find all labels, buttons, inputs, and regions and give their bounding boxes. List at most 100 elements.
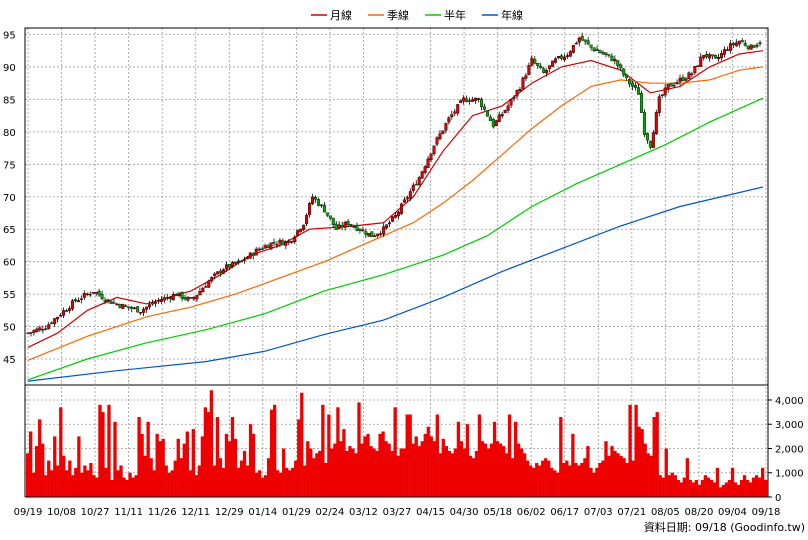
volume-bar	[71, 475, 75, 497]
candle-body	[112, 302, 116, 304]
candle-body	[592, 47, 596, 51]
x-tick-label: 01/14	[248, 507, 277, 518]
candle-body	[260, 248, 264, 251]
candle-body	[722, 49, 726, 55]
candle-body	[76, 300, 80, 303]
x-tick-label: 07/03	[584, 507, 613, 518]
candle-body	[441, 130, 445, 134]
volume-bar	[604, 441, 608, 497]
candle-body	[491, 119, 495, 128]
volume-bar	[194, 475, 198, 497]
candle-body	[554, 58, 558, 63]
candle-body	[287, 241, 291, 243]
candle-body	[361, 229, 365, 232]
candle-body	[257, 248, 261, 251]
price-tick-label: 55	[3, 290, 16, 301]
volume-bar	[182, 443, 186, 497]
volume-bar	[387, 443, 391, 497]
candle-body	[666, 84, 670, 90]
candle-body	[281, 240, 285, 246]
candle-body	[542, 68, 546, 73]
volume-bar	[173, 460, 177, 497]
candle-body	[88, 293, 92, 296]
x-axis-ticks: 09/19 10/08 10/27 11/11 11/26 12/11 12/29 01/14…	[14, 507, 781, 518]
volume-bar	[730, 467, 735, 497]
volume-bar	[538, 465, 542, 497]
volume-bar	[348, 446, 352, 497]
volume-bar	[143, 455, 147, 497]
volume-bar	[751, 477, 756, 497]
candle-body	[518, 88, 522, 91]
volume-bar	[592, 472, 596, 497]
candle-body	[580, 36, 584, 41]
candle-body	[201, 287, 205, 293]
candle-body	[121, 304, 125, 309]
volume-bar	[405, 414, 409, 497]
candle-body	[376, 233, 380, 236]
price-grid	[25, 28, 768, 385]
volume-bar	[610, 446, 614, 497]
candle-body	[731, 43, 735, 45]
candle-body	[551, 60, 555, 67]
x-tick-label: 05/18	[483, 507, 512, 518]
candle-body	[559, 55, 563, 59]
volume-bar	[215, 417, 220, 497]
candle-body	[598, 50, 602, 54]
volume-bar	[318, 450, 322, 497]
volume-bar	[269, 409, 274, 497]
candle-body	[186, 297, 190, 301]
price-tick-label: 85	[3, 95, 16, 106]
volume-bar	[718, 487, 723, 497]
candle-body	[337, 224, 341, 229]
candle-body	[506, 105, 510, 111]
volume-bars	[26, 390, 768, 497]
candle-body	[216, 271, 220, 275]
volume-bar	[77, 436, 81, 497]
volume-bar	[158, 441, 162, 497]
volume-bar	[486, 448, 491, 497]
volume-bar	[251, 433, 256, 497]
candle-body	[411, 184, 415, 191]
volume-frame	[24, 383, 769, 498]
volume-bar	[134, 475, 138, 497]
candle-body	[708, 54, 712, 59]
volume-bar	[495, 441, 500, 497]
candle-body	[583, 39, 587, 42]
candle-body	[85, 293, 89, 296]
candle-body	[456, 104, 460, 114]
candle-body	[557, 56, 561, 59]
volume-bar	[248, 424, 253, 497]
volume-bar	[273, 404, 277, 497]
candle-body	[328, 215, 332, 219]
candle-body	[106, 299, 110, 301]
volume-bar	[56, 465, 60, 497]
x-tick-label: 06/17	[550, 507, 579, 518]
candle-body	[192, 297, 196, 300]
candle-body	[405, 197, 409, 200]
candle-body	[115, 303, 119, 306]
volume-bar	[598, 463, 602, 497]
candle-body	[678, 77, 682, 82]
candle-body	[370, 231, 374, 238]
candle-body	[494, 120, 498, 126]
candle-body	[743, 42, 747, 46]
candle-body	[639, 92, 643, 113]
candle-body	[180, 292, 184, 299]
candle-body	[474, 97, 478, 101]
price-tick-label: 65	[3, 225, 16, 236]
volume-bar	[83, 465, 87, 497]
candle-body	[148, 304, 152, 308]
volume-bar	[167, 472, 171, 497]
candle-body	[174, 293, 178, 297]
candle-body	[183, 297, 187, 300]
candle-body	[610, 55, 614, 62]
candle-body	[266, 245, 270, 248]
candle-body	[648, 140, 652, 148]
candle-body	[752, 45, 756, 48]
volume-bar	[571, 433, 575, 497]
candle-body	[749, 44, 753, 50]
volume-bar	[501, 446, 506, 497]
volume-bar	[679, 482, 683, 497]
volume-bar	[149, 458, 153, 497]
candle-body	[702, 54, 706, 59]
